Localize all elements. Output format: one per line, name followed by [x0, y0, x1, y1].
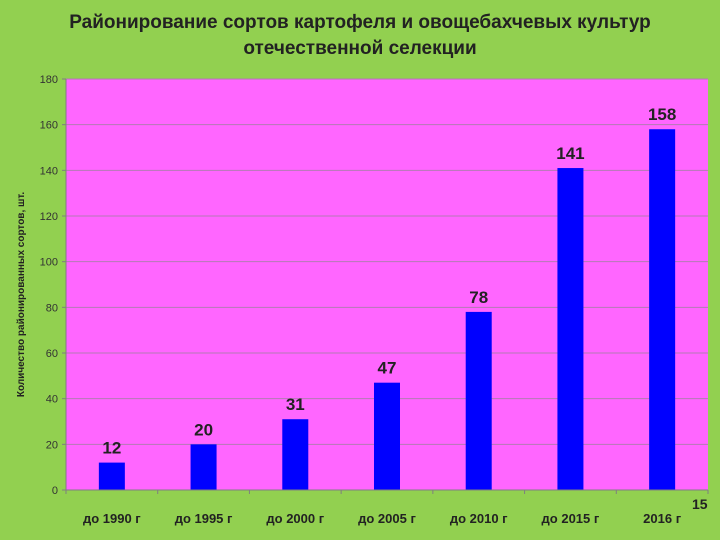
chart-title: Районирование сортов картофеля и овощеба… — [69, 12, 651, 59]
y-tick-label: 160 — [40, 120, 58, 132]
x-tick-label: до 2010 г — [450, 511, 508, 526]
bar — [282, 419, 309, 490]
data-label: 31 — [286, 395, 305, 414]
data-label: 158 — [648, 105, 676, 124]
x-tick-label: до 2015 г — [542, 511, 600, 526]
x-tick-label: до 1995 г — [175, 511, 233, 526]
data-label: 141 — [556, 144, 584, 163]
bar — [649, 129, 676, 490]
y-tick-label: 20 — [46, 439, 58, 451]
y-tick-label: 0 — [52, 485, 58, 497]
x-tick-label: до 1990 г — [83, 511, 141, 526]
bar — [465, 311, 492, 490]
y-axis-ticks: 0 20 40 60 80 100 120 140 160 180 — [40, 74, 66, 497]
y-tick-label: 140 — [40, 165, 58, 177]
data-label: 20 — [194, 420, 213, 439]
x-axis-ticks: до 1990 г до 1995 г до 2000 г до 2005 г до 2… — [65, 490, 709, 526]
bar — [374, 382, 400, 490]
bars: 12 20 31 47 78 141 158 — [98, 105, 676, 491]
y-axis-title: Количество районированных сортов, шт. — [16, 192, 27, 398]
bar — [190, 444, 217, 490]
y-tick-label: 100 — [40, 257, 58, 269]
bar — [98, 462, 125, 490]
data-label: 78 — [469, 288, 488, 307]
y-tick-label: 60 — [46, 348, 58, 360]
y-tick-label: 180 — [40, 74, 58, 86]
bar — [557, 168, 584, 491]
data-label: 47 — [378, 359, 397, 378]
data-label: 12 — [102, 439, 121, 458]
y-tick-label: 120 — [40, 211, 58, 223]
x-tick-label: 2016 г — [643, 511, 682, 526]
x-tick-label: до 2005 г — [358, 511, 416, 526]
y-tick-label: 80 — [46, 302, 58, 314]
page-number: 15 — [692, 496, 708, 512]
x-tick-label: до 2000 г — [266, 511, 324, 526]
y-tick-label: 40 — [46, 394, 58, 406]
gridlines — [66, 78, 708, 445]
